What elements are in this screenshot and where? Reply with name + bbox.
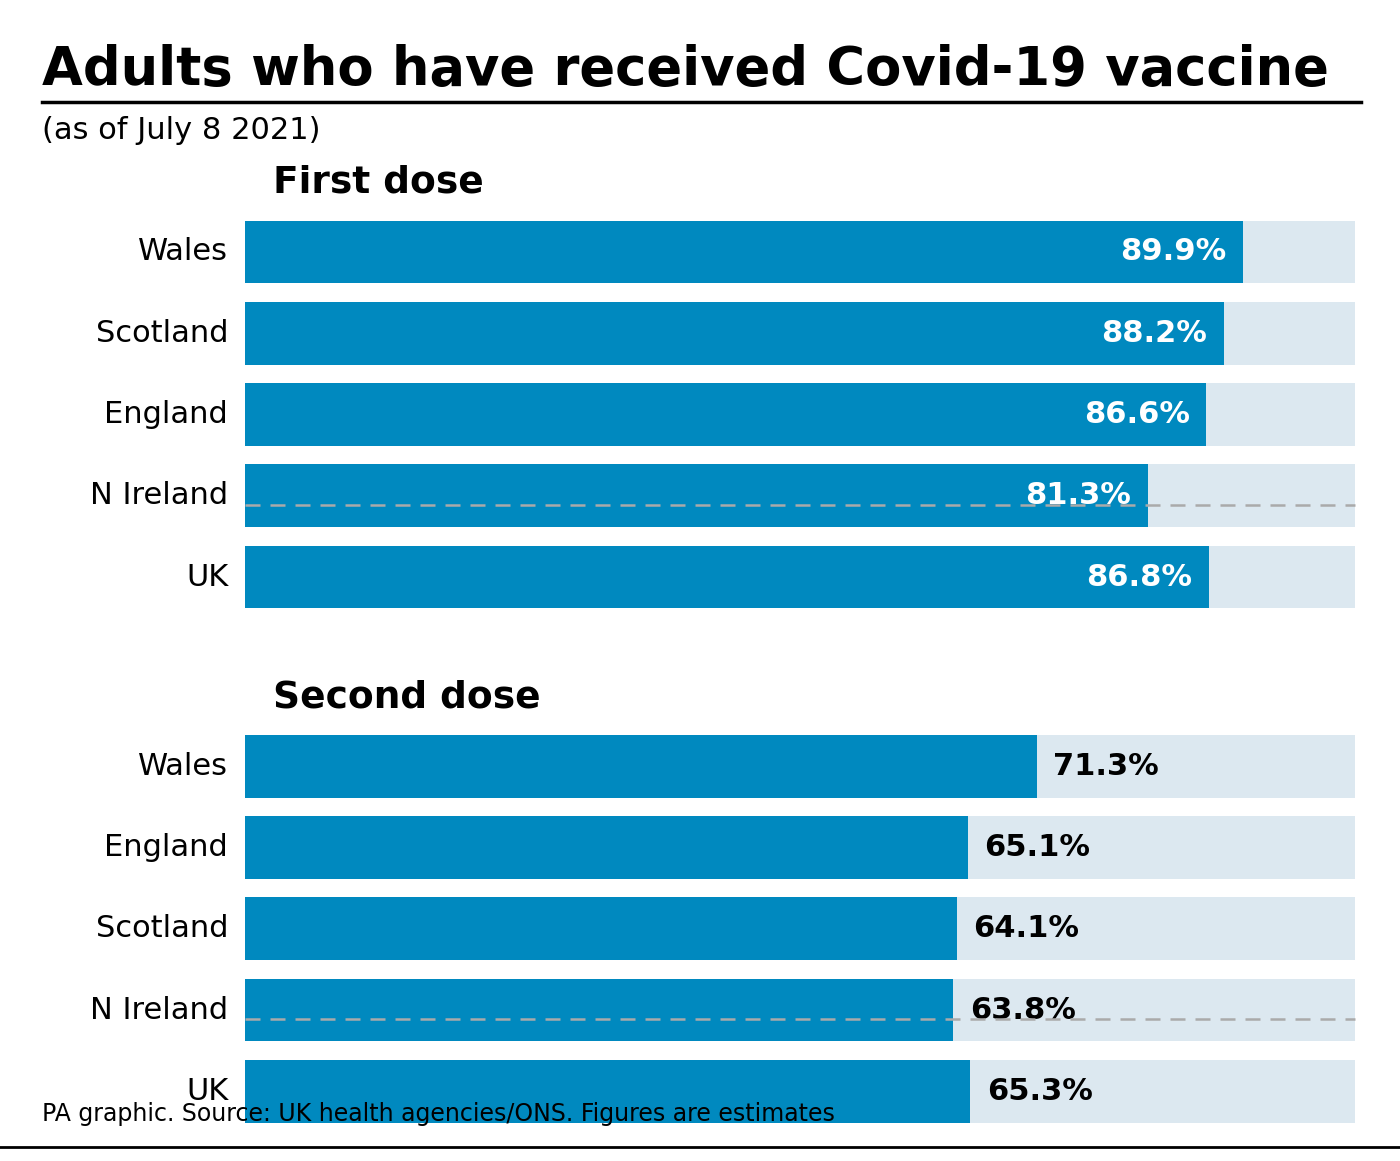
Text: Scotland: Scotland — [95, 915, 228, 943]
Text: Second dose: Second dose — [273, 679, 540, 715]
Text: Adults who have received Covid-19 vaccine: Adults who have received Covid-19 vaccin… — [42, 44, 1329, 96]
Text: 86.8%: 86.8% — [1086, 563, 1191, 591]
Text: 89.9%: 89.9% — [1120, 238, 1226, 266]
Text: 86.6%: 86.6% — [1084, 401, 1190, 428]
Text: First dose: First dose — [273, 165, 484, 201]
Text: 65.1%: 65.1% — [984, 834, 1091, 861]
Text: 65.3%: 65.3% — [987, 1077, 1092, 1105]
Text: Scotland: Scotland — [95, 319, 228, 347]
Text: Wales: Wales — [139, 238, 228, 266]
Text: (as of July 8 2021): (as of July 8 2021) — [42, 116, 321, 145]
Text: 88.2%: 88.2% — [1102, 319, 1207, 347]
Text: UK: UK — [186, 563, 228, 591]
Text: 64.1%: 64.1% — [973, 915, 1079, 943]
Text: 71.3%: 71.3% — [1053, 752, 1159, 780]
Text: Wales: Wales — [139, 752, 228, 780]
Text: 63.8%: 63.8% — [970, 996, 1077, 1024]
Text: England: England — [105, 401, 228, 428]
Text: PA graphic. Source: UK health agencies/ONS. Figures are estimates: PA graphic. Source: UK health agencies/O… — [42, 1102, 834, 1126]
Text: N Ireland: N Ireland — [90, 482, 228, 510]
Text: N Ireland: N Ireland — [90, 996, 228, 1024]
Text: England: England — [105, 834, 228, 861]
Text: 81.3%: 81.3% — [1025, 482, 1131, 510]
Text: UK: UK — [186, 1077, 228, 1105]
